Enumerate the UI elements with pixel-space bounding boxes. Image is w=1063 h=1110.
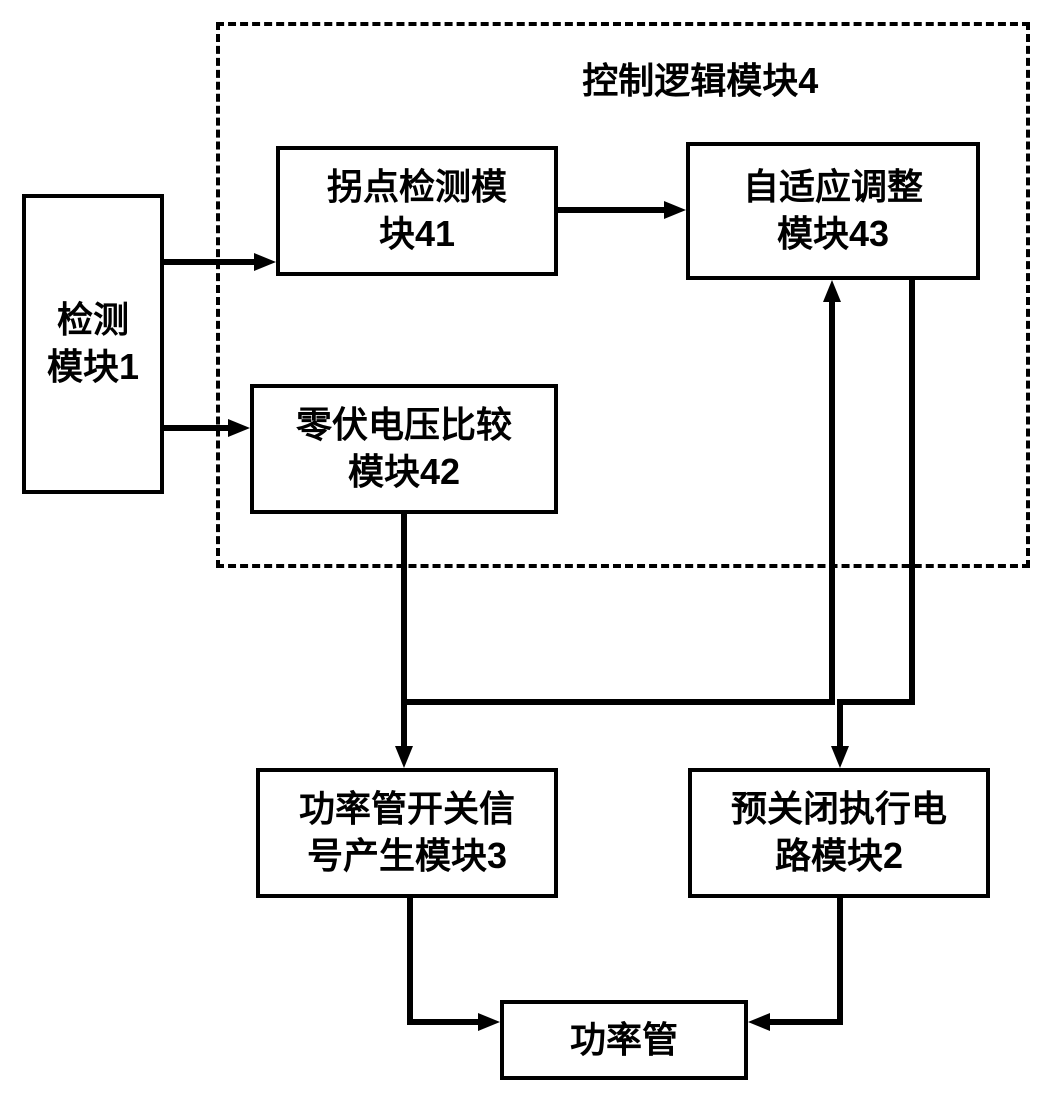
switch-signal-gen-module-box: 功率管开关信 号产生模块3 [256,768,558,898]
adaptive-adjust-module-label: 自适应调整 模块43 [743,164,923,258]
adaptive-adjust-module-box: 自适应调整 模块43 [686,142,980,280]
zero-voltage-compare-module-label: 零伏电压比较 模块42 [296,402,512,496]
switch-signal-gen-module-label: 功率管开关信 号产生模块3 [299,786,515,880]
zero-voltage-compare-module-box: 零伏电压比较 模块42 [250,384,558,514]
knee-detection-module-box: 拐点检测模 块41 [276,146,558,276]
diagram-canvas: 控制逻辑模块4 检测 模块1 拐点检测模 块41 零伏电压比较 模块42 自适应… [0,0,1063,1110]
detection-module-label: 检测 模块1 [47,297,139,391]
preclose-circuit-module-box: 预关闭执行电 路模块2 [688,768,990,898]
detection-module-box: 检测 模块1 [22,194,164,494]
power-tube-label: 功率管 [570,1017,678,1064]
power-tube-box: 功率管 [500,1000,748,1080]
knee-detection-module-label: 拐点检测模 块41 [327,164,507,258]
preclose-circuit-module-label: 预关闭执行电 路模块2 [731,786,947,880]
control-logic-title: 控制逻辑模块4 [582,52,818,104]
